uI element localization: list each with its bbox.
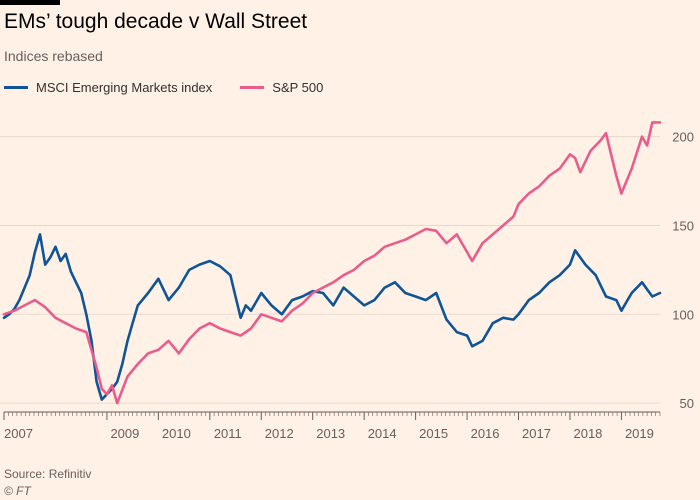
x-tick-label-2018: 2018 bbox=[573, 426, 602, 441]
y-tick-label-150: 150 bbox=[672, 218, 694, 233]
legend: MSCI Emerging Markets index S&P 500 bbox=[4, 80, 351, 95]
y-tick-label-100: 100 bbox=[672, 307, 694, 322]
x-tick-label-2007: 2007 bbox=[4, 426, 33, 441]
x-tick-label-2012: 2012 bbox=[265, 426, 294, 441]
y-tick-label-50: 50 bbox=[680, 396, 694, 411]
legend-item-sp500: S&P 500 bbox=[240, 80, 323, 95]
source-note: Source: Refinitiv bbox=[4, 467, 92, 481]
legend-item-msci: MSCI Emerging Markets index bbox=[4, 80, 212, 95]
series-line-sp500 bbox=[2, 121, 662, 405]
x-tick-label-2011: 2011 bbox=[214, 426, 242, 441]
x-tick-label-2015: 2015 bbox=[419, 426, 448, 441]
credit-note: © FT bbox=[4, 484, 31, 498]
x-tick-label-2017: 2017 bbox=[522, 426, 551, 441]
series-line-msci bbox=[2, 233, 662, 401]
chart-subtitle: Indices rebased bbox=[4, 48, 103, 64]
x-tick-label-2019: 2019 bbox=[625, 426, 654, 441]
brand-bar bbox=[0, 0, 60, 5]
y-tick-label-200: 200 bbox=[672, 130, 694, 145]
chart-title: EMs’ tough decade v Wall Street bbox=[4, 10, 308, 33]
x-tick-label-2016: 2016 bbox=[471, 426, 500, 441]
x-tick-label-2013: 2013 bbox=[316, 426, 345, 441]
legend-label-msci: MSCI Emerging Markets index bbox=[36, 80, 213, 95]
x-tick-label-2010: 2010 bbox=[162, 426, 191, 441]
legend-label-sp500: S&P 500 bbox=[272, 80, 324, 95]
legend-swatch-sp500 bbox=[240, 86, 265, 89]
x-tick-label-2009: 2009 bbox=[110, 426, 139, 441]
x-tick-label-2014: 2014 bbox=[368, 426, 397, 441]
line-chart: 50 100 150 200 2007 2009 2010 2011 2012 2013 2014 2… bbox=[0, 121, 694, 441]
legend-swatch-msci bbox=[4, 86, 28, 89]
